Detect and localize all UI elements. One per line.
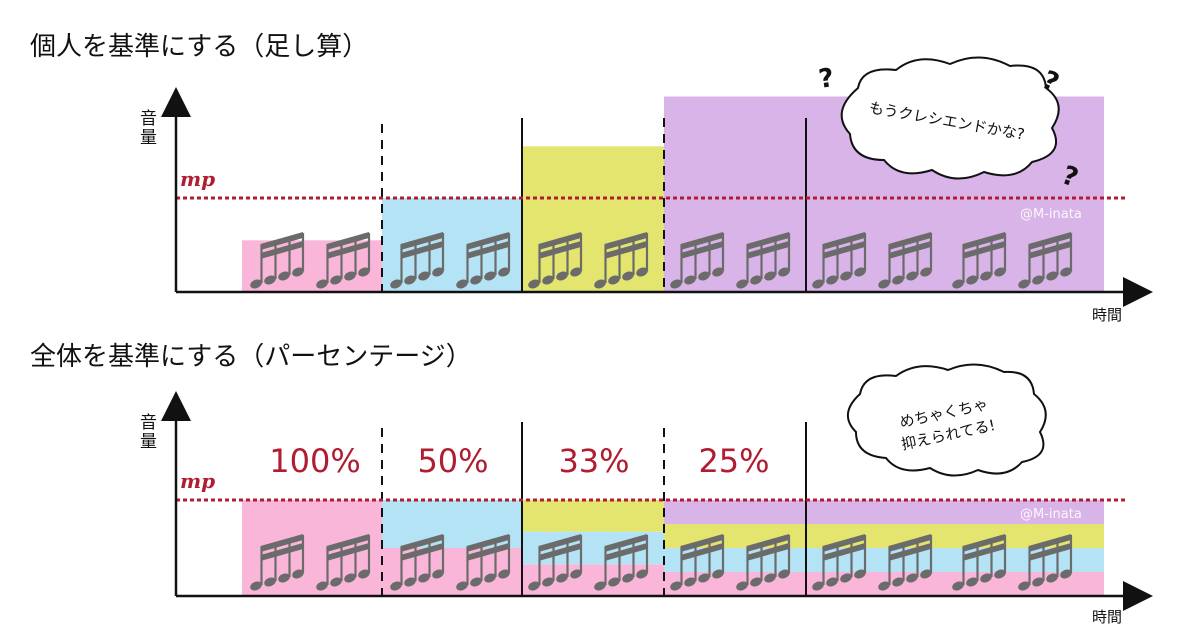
watermark: @M-inata xyxy=(1020,207,1082,222)
percent-label: 25% xyxy=(698,442,769,480)
thought-bubble: もうクレシエンドかな? xyxy=(840,56,1060,180)
x-axis-label: 時間 xyxy=(1092,608,1122,626)
mp-label: mp xyxy=(180,167,215,191)
y-axis-label: 音 xyxy=(140,109,157,129)
volume-layer-blue xyxy=(664,548,1104,572)
y-axis-label: 量 xyxy=(140,432,157,452)
volume-layer-pink xyxy=(522,564,664,596)
volume-layer-yellow xyxy=(522,500,664,532)
mp-label: mp xyxy=(180,469,215,493)
panel-percentage: 全体を基準にする（パーセンテージ） 100% 50% 33% 25% mp 音 … xyxy=(30,342,1153,626)
percent-label: 100% xyxy=(269,442,360,480)
x-axis-label: 時間 xyxy=(1092,306,1122,324)
y-axis-label: 量 xyxy=(140,128,157,148)
volume-layer-purple xyxy=(664,500,1104,524)
panel-individual: 個人を基準にする（足し算） mp 音 量 時間 @M-inata もうクレシ xyxy=(30,32,1153,324)
panel-title: 全体を基準にする（パーセンテージ） xyxy=(30,342,472,372)
y-axis-label: 音 xyxy=(140,413,157,433)
thought-bubble: めちゃくちゃ 抑えられてる! xyxy=(847,363,1047,477)
question-mark: ? xyxy=(1037,65,1063,99)
panel-title: 個人を基準にする（足し算） xyxy=(30,32,368,62)
percent-label: 50% xyxy=(417,442,488,480)
watermark: @M-inata xyxy=(1020,507,1082,522)
question-mark: ? xyxy=(817,63,836,95)
percent-label: 33% xyxy=(558,442,629,480)
volume-layer-yellow xyxy=(664,524,1104,548)
